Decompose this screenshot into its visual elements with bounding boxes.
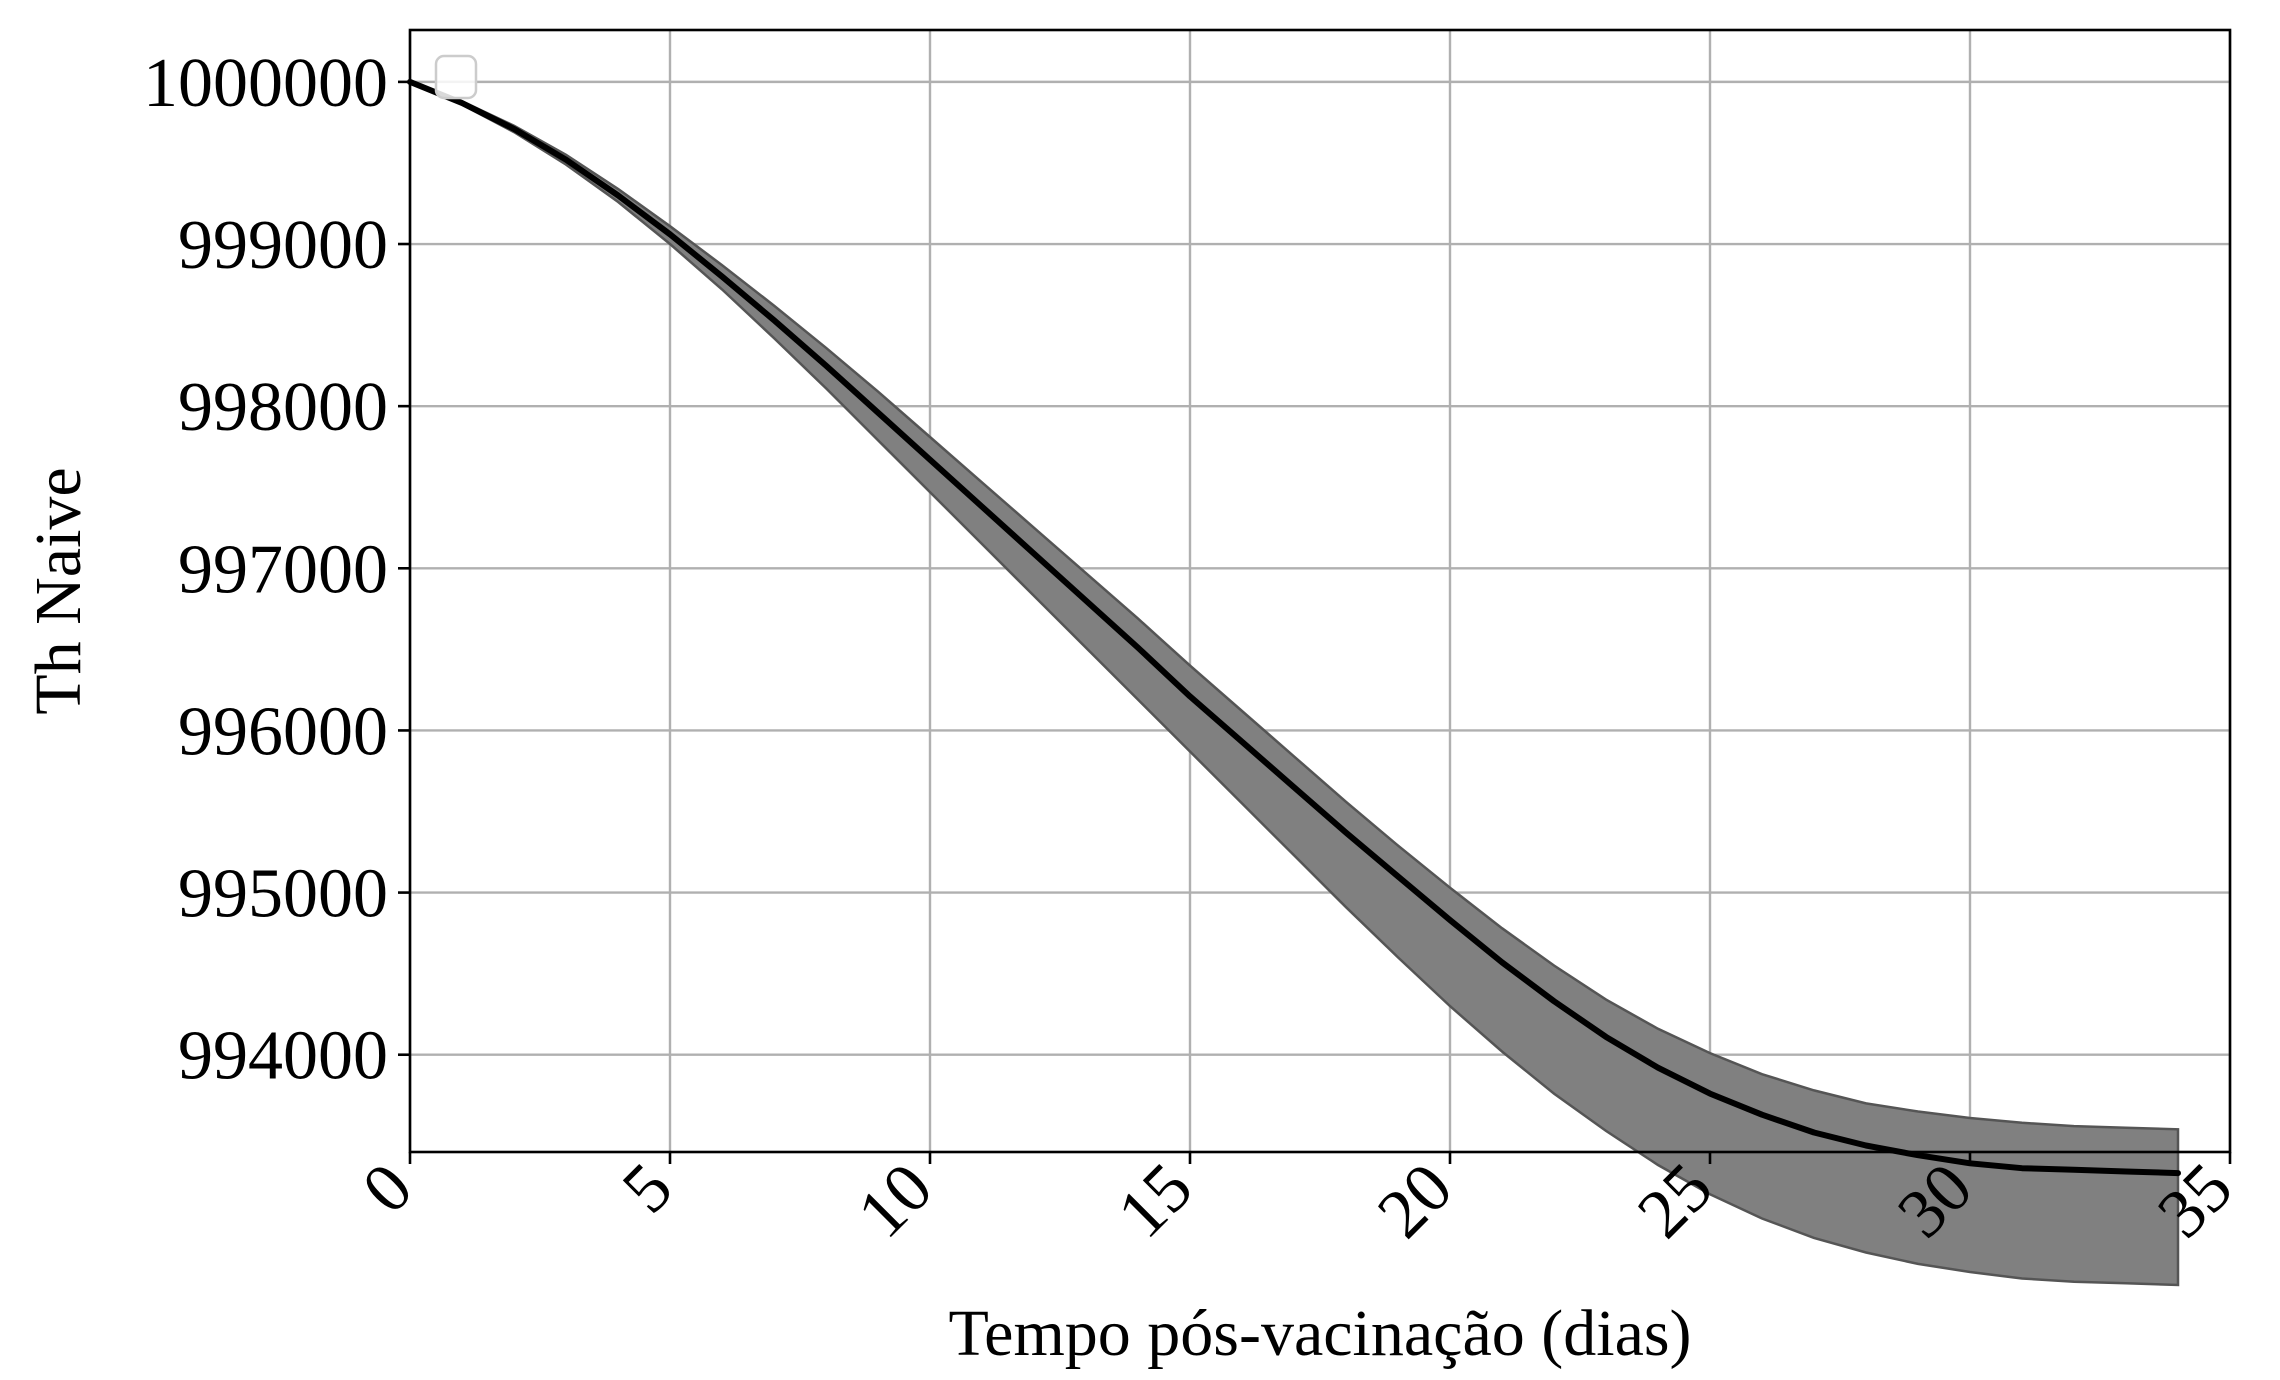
- y-tick-label: 998000: [178, 369, 388, 446]
- legend-box: [434, 54, 478, 100]
- x-axis-label: Tempo pós-vacinação (dias): [948, 1297, 1691, 1370]
- y-tick-label: 997000: [178, 531, 388, 608]
- series-line-layer: [407, 78, 2181, 1177]
- x-tick-label: 20: [1363, 1149, 1467, 1253]
- y-tick-label: 999000: [178, 207, 388, 284]
- confidence-band-layer: [409, 80, 2180, 1287]
- y-tick-label: 996000: [178, 693, 388, 770]
- grid: [408, 30, 2232, 1152]
- confidence-band: [409, 80, 2180, 1287]
- y-axis-label: Th Naive: [22, 467, 95, 714]
- x-tick-label: 0: [348, 1149, 427, 1228]
- series-line: [407, 78, 2181, 1177]
- x-tick-label: 15: [1103, 1149, 1207, 1253]
- y-tick-label: 995000: [178, 856, 388, 933]
- x-tick-label: 5: [608, 1149, 687, 1228]
- x-tick-label: 10: [843, 1149, 947, 1253]
- axis-ticks: 0 5 10 15 20 25 30 3599400099500099600099700099…: [143, 45, 2247, 1253]
- plot-frame: [408, 28, 2232, 1154]
- y-tick-label: 994000: [178, 1018, 388, 1095]
- y-tick-label: 1000000: [143, 45, 388, 122]
